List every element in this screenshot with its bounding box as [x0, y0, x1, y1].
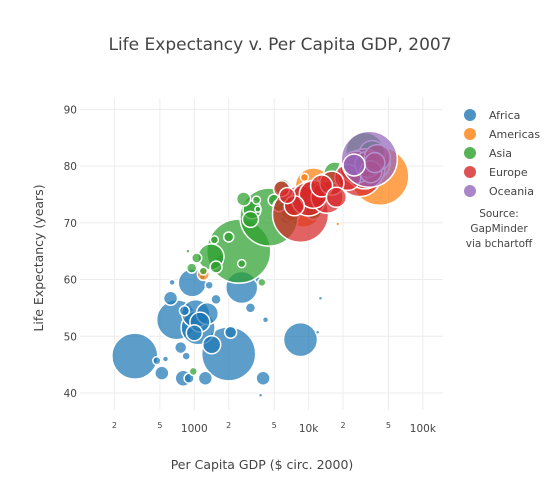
legend-swatch [464, 128, 476, 140]
data-point-africa [154, 365, 170, 381]
legend-swatch [464, 109, 476, 121]
x-axis-title: Per Capita GDP ($ circ. 2000) [171, 457, 354, 472]
legend-item-americas: Americas [464, 128, 540, 141]
legend-label: Oceania [489, 185, 534, 198]
annotation-line-2: GapMinder [470, 223, 528, 235]
data-point-oceania [342, 153, 366, 177]
x-tick-label: 10k [299, 423, 319, 435]
chart-title: Life Expectancy v. Per Capita GDP, 2007 [108, 35, 451, 55]
data-point-asia [209, 260, 223, 274]
x-minor-tick-label: 5 [386, 421, 391, 430]
data-point-americas [335, 221, 341, 227]
x-minor-tick-label: 2 [340, 421, 345, 430]
legend-swatch [464, 147, 476, 159]
data-point-africa [181, 351, 191, 361]
annotation-line-3: via bchartoff [466, 238, 533, 250]
legend-swatch [464, 185, 476, 197]
data-point-africa [173, 340, 188, 355]
data-point-africa [178, 304, 191, 317]
plot-area: 40 50 60 70 80 90 1000 10k 100k 2 5 2 5 2 5 [64, 98, 443, 435]
x-tick-label: 100k [410, 423, 437, 435]
data-point-asia [209, 235, 220, 245]
data-point-asia [257, 277, 267, 288]
legend: Africa Americas Asia Europe Oceania [464, 109, 540, 198]
series-oceania [340, 130, 399, 189]
gridlines [80, 98, 443, 410]
data-point-asia [190, 252, 203, 264]
data-point-asia [188, 366, 199, 377]
legend-item-africa: Africa [464, 109, 520, 122]
legend-item-europe: Europe [464, 166, 528, 179]
data-point-asia [198, 266, 209, 276]
x-minor-tick-label: 5 [157, 421, 162, 430]
data-point-asia [254, 205, 262, 213]
data-point-asia [251, 195, 262, 205]
legend-label: Africa [489, 109, 520, 122]
legend-item-asia: Asia [464, 147, 512, 160]
source-annotation: Source: GapMinder via bchartoff [466, 208, 533, 250]
data-point-africa [255, 370, 271, 386]
y-tick-label: 70 [64, 218, 77, 230]
data-point-africa [168, 278, 176, 287]
data-point-africa [257, 392, 264, 399]
y-tick-label: 80 [64, 161, 77, 173]
annotation-line-1: Source: [479, 208, 519, 220]
legend-item-oceania: Oceania [464, 185, 534, 198]
data-point-asia [185, 248, 191, 254]
data-point-asia [236, 258, 247, 269]
data-point-africa [317, 295, 324, 301]
data-point-africa [201, 335, 222, 355]
data-point-africa [111, 332, 159, 380]
legend-label: Europe [489, 166, 528, 179]
x-minor-tick-label: 5 [272, 421, 277, 430]
y-axis-title: Life Expectancy (years) [31, 184, 46, 331]
legend-swatch [464, 166, 476, 178]
data-point-africa [210, 293, 222, 306]
data-point-asia [222, 231, 235, 243]
legend-label: Americas [489, 128, 540, 141]
data-point-europe [325, 186, 348, 209]
data-point-africa [314, 329, 321, 336]
data-point-africa [161, 355, 170, 363]
data-point-africa [162, 290, 179, 306]
data-point-americas [299, 172, 310, 183]
data-point-asia [185, 262, 198, 274]
y-tick-label: 40 [64, 388, 77, 400]
legend-label: Asia [489, 147, 512, 160]
data-point-africa [223, 325, 238, 340]
data-point-europe [278, 186, 296, 205]
x-minor-tick-label: 2 [226, 421, 231, 430]
data-point-africa [244, 302, 257, 314]
data-point-asia [241, 210, 260, 229]
x-minor-tick-label: 2 [112, 421, 117, 430]
data-point-africa [261, 316, 270, 324]
data-point-europe [309, 174, 334, 198]
data-point-africa [197, 370, 214, 386]
y-tick-label: 60 [64, 275, 77, 287]
x-tick-label: 1000 [181, 423, 208, 435]
data-point-africa [204, 280, 214, 290]
data-point-africa [185, 324, 204, 342]
data-point-asia [235, 191, 252, 207]
y-tick-label: 90 [64, 104, 77, 116]
data-point-africa [152, 355, 162, 366]
data-point-africa [282, 321, 319, 358]
y-tick-label: 50 [64, 331, 77, 343]
